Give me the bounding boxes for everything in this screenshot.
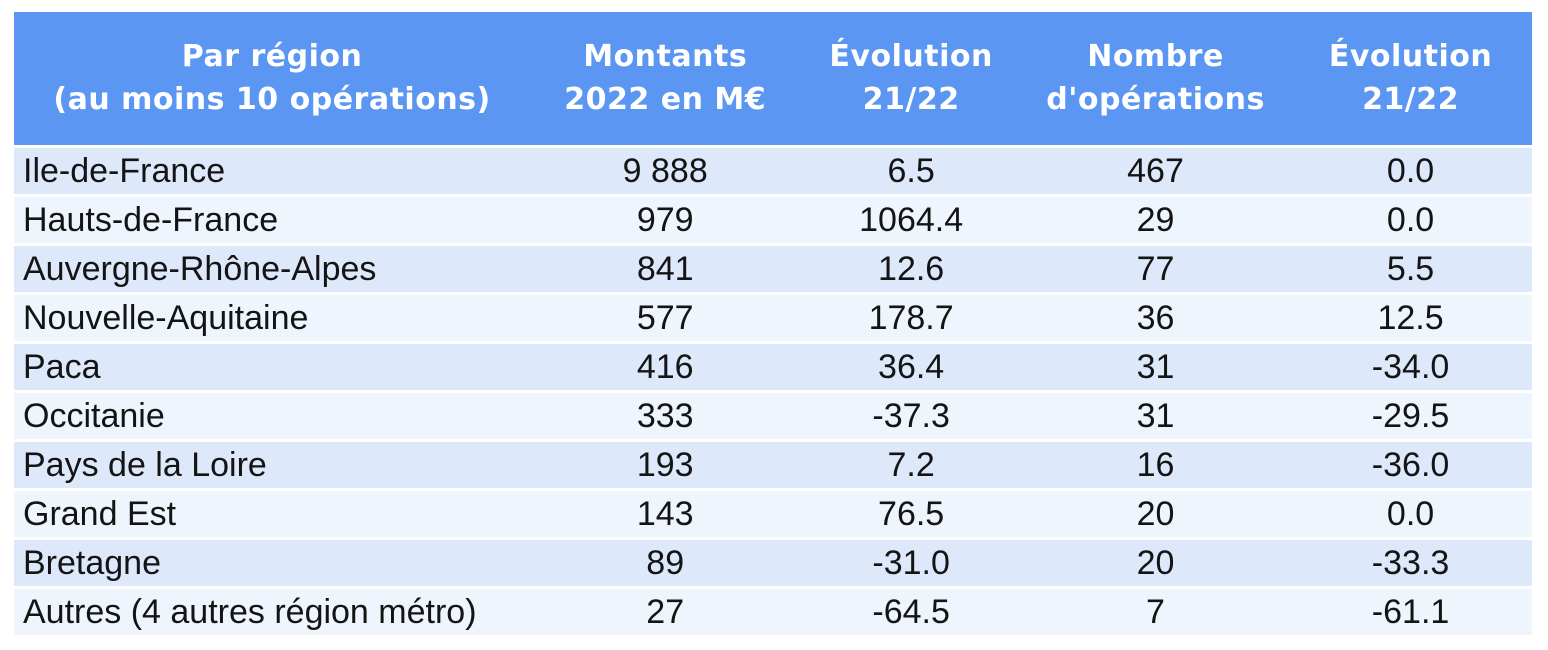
region-cell: Ile-de-France [14,148,531,194]
montants-2022-meur-cell: 333 [530,393,801,439]
nombre-operations-cell: 7 [1021,589,1290,635]
evolution-21-22-montants-cell: 178.7 [800,295,1022,341]
table-body: Ile-de-France 9 888 6.5 467 0.0 Hauts-de-Fran… [14,148,1532,635]
table-header: Par région (au moins 10 opérations) Mont… [14,12,1532,145]
table-row: Occitanie 333 -37.3 31 -29.5 [14,393,1532,439]
region-cell: Bretagne [14,540,531,586]
montants-2022-meur-cell: 979 [530,197,801,243]
region-cell: Pays de la Loire [14,442,531,488]
column-header-evolution-21-22-montants: Évolution 21/22 [800,12,1022,145]
evolution-21-22-operations-cell: 0.0 [1289,197,1532,243]
nombre-operations-cell: 16 [1021,442,1290,488]
evolution-21-22-montants-cell: -31.0 [800,540,1022,586]
evolution-21-22-montants-cell: 1064.4 [800,197,1022,243]
evolution-21-22-montants-cell: 36.4 [800,344,1022,390]
table-row: Hauts-de-France 979 1064.4 29 0.0 [14,197,1532,243]
evolution-21-22-operations-cell: 12.5 [1289,295,1532,341]
region-cell: Auvergne-Rhône-Alpes [14,246,531,292]
evolution-21-22-montants-cell: -64.5 [800,589,1022,635]
evolution-21-22-montants-cell: 76.5 [800,491,1022,537]
evolution-21-22-operations-cell: -61.1 [1289,589,1532,635]
table-row: Auvergne-Rhône-Alpes 841 12.6 77 5.5 [14,246,1532,292]
montants-2022-meur-cell: 577 [530,295,801,341]
montants-2022-meur-cell: 193 [530,442,801,488]
region-cell: Occitanie [14,393,531,439]
evolution-21-22-montants-cell: 12.6 [800,246,1022,292]
nombre-operations-cell: 467 [1021,148,1290,194]
table-row: Grand Est 143 76.5 20 0.0 [14,491,1532,537]
region-cell: Hauts-de-France [14,197,531,243]
nombre-operations-cell: 77 [1021,246,1290,292]
region-cell: Autres (4 autres région métro) [14,589,531,635]
column-header-montants-2022-meur: Montants 2022 en M€ [530,12,801,145]
column-header-nombre-operations: Nombre d'opérations [1021,12,1290,145]
evolution-21-22-operations-cell: -29.5 [1289,393,1532,439]
table-row: Paca 416 36.4 31 -34.0 [14,344,1532,390]
nombre-operations-cell: 29 [1021,197,1290,243]
nombre-operations-cell: 20 [1021,540,1290,586]
montants-2022-meur-cell: 89 [530,540,801,586]
montants-2022-meur-cell: 841 [530,246,801,292]
nombre-operations-cell: 31 [1021,393,1290,439]
region-cell: Paca [14,344,531,390]
region-cell: Grand Est [14,491,531,537]
table-row: Pays de la Loire 193 7.2 16 -36.0 [14,442,1532,488]
table-header-row: Par région (au moins 10 opérations) Mont… [14,12,1532,145]
evolution-21-22-operations-cell: -33.3 [1289,540,1532,586]
evolution-21-22-operations-cell: -36.0 [1289,442,1532,488]
table-row: Autres (4 autres région métro) 27 -64.5 7 -6… [14,589,1532,635]
montants-2022-meur-cell: 27 [530,589,801,635]
nombre-operations-cell: 36 [1021,295,1290,341]
table-row: Nouvelle-Aquitaine 577 178.7 36 12.5 [14,295,1532,341]
column-header-region: Par région (au moins 10 opérations) [14,12,531,145]
regions-table: Par région (au moins 10 opérations) Mont… [14,9,1532,638]
regions-table-container: Par région (au moins 10 opérations) Mont… [14,9,1532,638]
montants-2022-meur-cell: 9 888 [530,148,801,194]
evolution-21-22-operations-cell: 0.0 [1289,491,1532,537]
evolution-21-22-operations-cell: 5.5 [1289,246,1532,292]
nombre-operations-cell: 20 [1021,491,1290,537]
table-row: Bretagne 89 -31.0 20 -33.3 [14,540,1532,586]
montants-2022-meur-cell: 416 [530,344,801,390]
evolution-21-22-montants-cell: 6.5 [800,148,1022,194]
column-header-evolution-21-22-operations: Évolution 21/22 [1289,12,1532,145]
evolution-21-22-operations-cell: -34.0 [1289,344,1532,390]
evolution-21-22-operations-cell: 0.0 [1289,148,1532,194]
evolution-21-22-montants-cell: -37.3 [800,393,1022,439]
evolution-21-22-montants-cell: 7.2 [800,442,1022,488]
table-row: Ile-de-France 9 888 6.5 467 0.0 [14,148,1532,194]
nombre-operations-cell: 31 [1021,344,1290,390]
montants-2022-meur-cell: 143 [530,491,801,537]
region-cell: Nouvelle-Aquitaine [14,295,531,341]
